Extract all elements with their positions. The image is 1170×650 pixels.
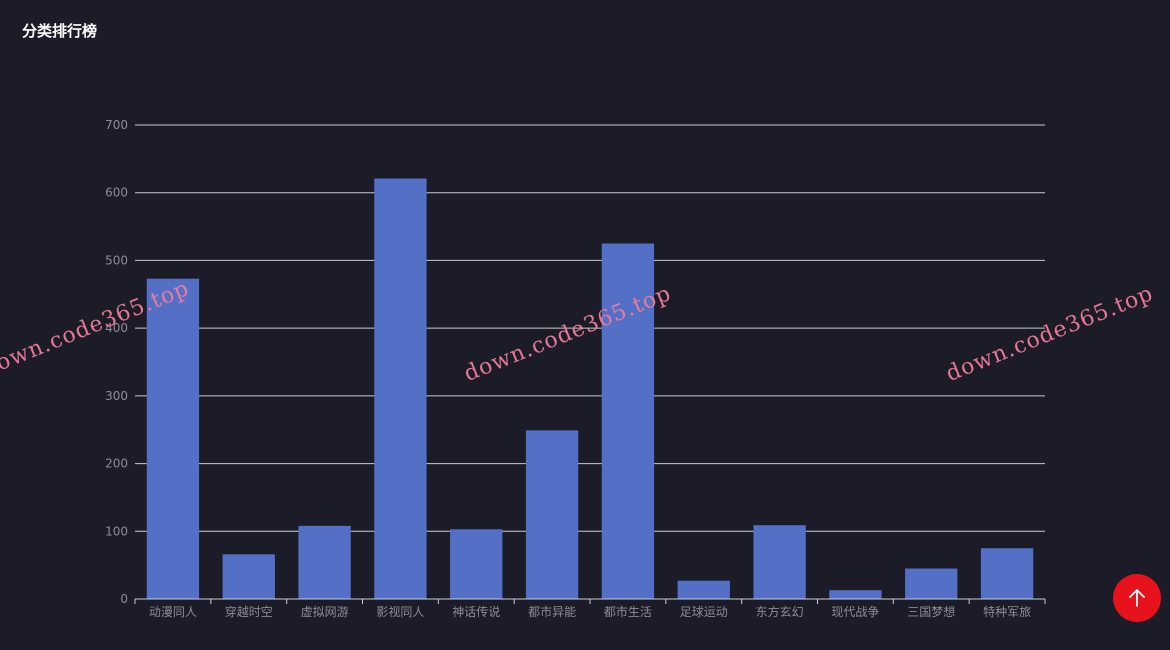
y-tick-label: 100	[105, 524, 128, 538]
back-to-top-button[interactable]	[1113, 574, 1161, 622]
x-tick-label: 都市生活	[604, 604, 652, 619]
x-tick-label: 东方玄幻	[756, 604, 804, 619]
x-tick-label: 影视同人	[376, 604, 424, 619]
bar	[753, 525, 806, 599]
y-tick-label: 500	[105, 253, 128, 267]
y-tick-label: 200	[105, 457, 128, 471]
x-tick-label: 神话传说	[452, 604, 500, 619]
bar	[829, 590, 882, 599]
y-tick-label: 600	[105, 186, 128, 200]
x-tick-label: 都市异能	[528, 604, 576, 619]
page-title: 分类排行榜	[22, 22, 98, 40]
y-tick-label: 400	[105, 321, 128, 335]
bar	[146, 278, 200, 599]
x-tick-label: 虚拟网游	[301, 605, 349, 619]
bar	[374, 178, 427, 599]
bar	[677, 580, 730, 599]
axes: 0 100 200 300 400 500 600 700 动漫同人 穿越时空 虚拟网游 影视同人 神话…	[105, 118, 1046, 619]
bar	[525, 430, 579, 599]
bar	[222, 554, 275, 599]
x-tick-label: 三国梦想	[907, 604, 955, 619]
bar	[601, 243, 655, 599]
bar	[298, 525, 351, 599]
bar	[905, 568, 958, 599]
bars	[146, 178, 1034, 599]
x-tick-label: 特种军旅	[983, 604, 1031, 619]
x-tick-label: 足球运动	[680, 605, 728, 619]
y-tick-label: 700	[105, 118, 128, 132]
gridlines	[135, 124, 1045, 532]
arrow-up-icon	[1127, 587, 1147, 609]
bar	[980, 548, 1034, 599]
bar	[450, 529, 503, 599]
x-tick-label: 现代战争	[831, 605, 879, 619]
x-tick-label: 穿越时空	[225, 604, 273, 619]
x-tick-label: 动漫同人	[149, 605, 197, 619]
y-tick-label: 300	[105, 389, 128, 403]
y-tick-label: 0	[120, 592, 128, 606]
